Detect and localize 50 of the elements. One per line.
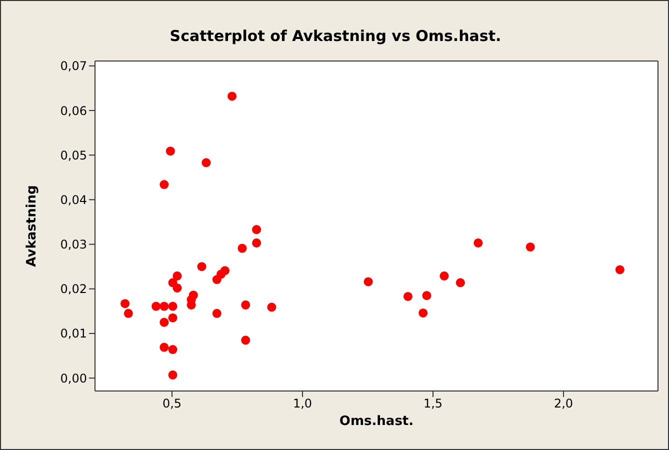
x-axis-title: Oms.hast.: [339, 414, 414, 429]
point: [160, 342, 169, 352]
point: [168, 345, 178, 354]
y-tick-label: 0,01: [60, 326, 87, 341]
point: [197, 262, 206, 272]
point: [212, 308, 222, 318]
point: [252, 238, 262, 248]
chart-title: Scatterplot of Avkastning vs Oms.hast.: [168, 27, 502, 45]
point: [120, 299, 130, 308]
point: [526, 242, 535, 252]
point: [228, 92, 237, 101]
point: [403, 292, 412, 301]
point: [124, 308, 133, 318]
point: [241, 336, 250, 345]
point: [152, 302, 161, 311]
y-axis-title: Avkastning: [24, 185, 40, 267]
point: [220, 266, 230, 276]
point: [160, 180, 169, 190]
point: [188, 290, 198, 300]
y-tick-label: 0,06: [60, 104, 87, 118]
point: [172, 271, 182, 280]
y-tick-label: 0,07: [60, 59, 87, 74]
point: [172, 283, 182, 292]
point: [440, 271, 449, 280]
point: [241, 300, 250, 310]
y-tick-label: 0,05: [60, 148, 87, 162]
point: [474, 238, 483, 248]
point: [615, 265, 624, 274]
point: [168, 313, 178, 322]
y-tick-label: 0,03: [60, 238, 87, 252]
point: [168, 370, 178, 380]
y-tick-label: 0,02: [60, 282, 87, 296]
point: [160, 318, 169, 327]
point: [160, 302, 169, 311]
point: [166, 146, 175, 156]
point: [422, 291, 432, 300]
point: [168, 302, 178, 311]
point: [267, 302, 276, 312]
point: [364, 277, 373, 286]
x-tick-label: 2,0: [554, 396, 574, 411]
point: [252, 225, 262, 234]
point: [238, 244, 247, 253]
x-tick-label: 1,0: [292, 396, 312, 411]
point: [456, 278, 465, 288]
y-tick-label: 0,04: [60, 192, 87, 207]
x-tick-label: 0,5: [162, 396, 182, 411]
y-tick-label: 0,00: [60, 371, 87, 386]
point: [202, 158, 211, 168]
x-tick-label: 1,5: [423, 396, 443, 411]
point: [418, 308, 428, 318]
